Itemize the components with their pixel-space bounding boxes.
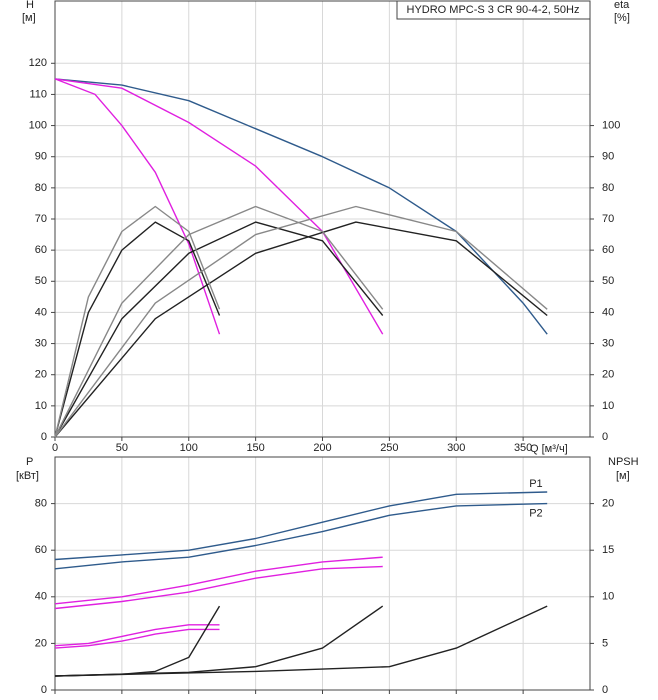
- y-tick-label: 10: [35, 400, 47, 412]
- y2-tick-label: 0: [602, 684, 608, 696]
- y-tick-label: 0: [41, 684, 47, 696]
- y2-tick-label: 60: [602, 244, 614, 256]
- curve: [54, 205, 384, 438]
- curve: [54, 221, 384, 438]
- y2-tick-label: 30: [602, 337, 614, 349]
- x-tick-label: 300: [447, 442, 465, 454]
- y-tick-label: 0: [41, 431, 47, 443]
- plot-frame: [54, 0, 591, 438]
- y-tick-label: 120: [29, 57, 47, 69]
- title-box: [396, 0, 591, 20]
- y2-tick-label: 70: [602, 213, 614, 225]
- curve: [54, 605, 548, 677]
- y-unit: [кВт]: [16, 470, 39, 482]
- y-unit: [м]: [22, 12, 36, 24]
- y-tick-label: 80: [35, 182, 47, 194]
- curve: [54, 221, 221, 438]
- x-tick-label: 150: [246, 442, 264, 454]
- x-tick-label: 50: [116, 442, 128, 454]
- chart-title: HYDRO MPC-S 3 CR 90-4-2, 50Hz: [407, 4, 580, 16]
- curve: [54, 205, 548, 438]
- y2-tick-label: 90: [602, 151, 614, 163]
- y-tick-label: 30: [35, 337, 47, 349]
- y-tick-label: 40: [35, 591, 47, 603]
- curve: [54, 502, 548, 570]
- curve: [54, 628, 220, 649]
- y-tick-label: 60: [35, 544, 47, 556]
- y-tick-label: 40: [35, 306, 47, 318]
- x-tick-label: 100: [180, 442, 198, 454]
- curve-label: P1: [529, 478, 542, 490]
- y-tick-label: 80: [35, 498, 47, 510]
- curve: [54, 78, 384, 335]
- y2-label: NPSH: [608, 456, 639, 468]
- y2-unit: [м]: [616, 470, 630, 482]
- y2-tick-label: 5: [602, 637, 608, 649]
- y2-tick-label: 40: [602, 306, 614, 318]
- x-tick-label: 0: [52, 442, 58, 454]
- y-label: H: [26, 0, 34, 11]
- curve: [54, 491, 548, 561]
- curve: [54, 205, 221, 438]
- y2-unit: [%]: [614, 12, 630, 24]
- curve: [54, 221, 548, 438]
- x-tick-label: 250: [380, 442, 398, 454]
- x-tick-label: 200: [313, 442, 331, 454]
- x-label: Q [м³/ч]: [530, 443, 568, 455]
- curve: [54, 624, 220, 647]
- curve: [54, 78, 548, 335]
- y2-tick-label: 80: [602, 182, 614, 194]
- curve: [54, 565, 383, 610]
- y2-tick-label: 20: [602, 369, 614, 381]
- y2-tick-label: 20: [602, 498, 614, 510]
- curve: [54, 605, 221, 677]
- y2-tick-label: 100: [602, 119, 620, 131]
- y-tick-label: 50: [35, 275, 47, 287]
- y2-tick-label: 10: [602, 400, 614, 412]
- curve: [54, 556, 383, 605]
- y2-label: eta: [614, 0, 630, 11]
- y-label: P: [26, 456, 33, 468]
- y2-tick-label: 50: [602, 275, 614, 287]
- y-tick-label: 70: [35, 213, 47, 225]
- y-tick-label: 20: [35, 369, 47, 381]
- curve: [54, 605, 384, 677]
- y2-tick-label: 0: [602, 431, 608, 443]
- x-tick-label: 350: [514, 442, 532, 454]
- y-tick-label: 100: [29, 119, 47, 131]
- y-tick-label: 90: [35, 151, 47, 163]
- curve: [54, 78, 221, 335]
- y-tick-label: 60: [35, 244, 47, 256]
- y-tick-label: 110: [29, 88, 47, 100]
- y2-tick-label: 15: [602, 544, 614, 556]
- y-tick-label: 20: [35, 637, 47, 649]
- curve-label: P2: [529, 508, 542, 520]
- plot-frame: [54, 456, 591, 691]
- y2-tick-label: 10: [602, 591, 614, 603]
